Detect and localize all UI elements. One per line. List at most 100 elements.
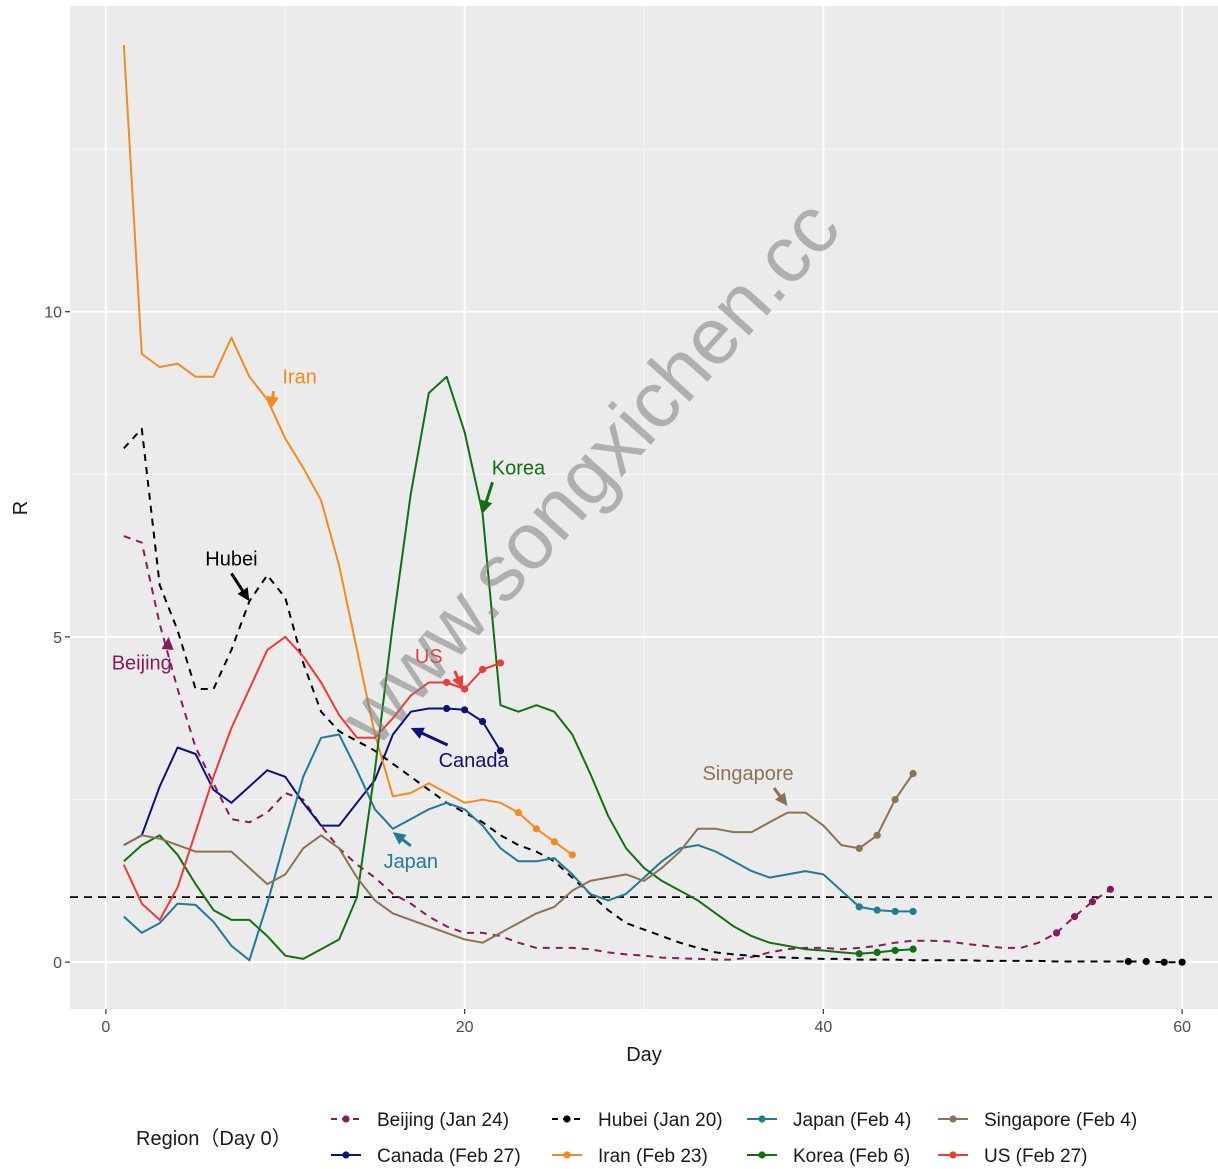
y-axis-title: R: [10, 501, 32, 515]
x-axis: 0 20 40 60: [101, 1009, 1191, 1036]
annotation-us: US: [415, 646, 464, 689]
legend-key-point-us-feb-27: [949, 1151, 957, 1159]
series-singapore-feb-4: [123, 769, 917, 944]
series-line-japan-feb-4: [123, 733, 914, 962]
legend-item-canada-feb-27: Canada (Feb 27): [331, 1146, 521, 1167]
legend-item-us-feb-27: US (Feb 27): [938, 1146, 1087, 1167]
legend-item-iran-feb-23: Iran (Feb 23): [552, 1146, 708, 1167]
annotation-arrowhead-canada: [410, 727, 425, 739]
data-point-beijing-jan-24: [1052, 929, 1061, 937]
annotation-iran: Iran: [266, 366, 317, 410]
annotation-label-singapore: Singapore: [702, 763, 793, 785]
data-point-korea-feb-6: [855, 950, 863, 958]
series-line-beijing-jan-24: [123, 535, 1111, 961]
annotation-japan: Japan: [384, 832, 439, 873]
series-japan-feb-4: [123, 733, 917, 962]
annotation-korea: Korea: [480, 457, 546, 514]
x-tick-label: 0: [101, 1019, 110, 1036]
legend-item-singapore-feb-4: Singapore (Feb 4): [938, 1110, 1137, 1131]
data-point-iran-feb-23: [514, 808, 523, 817]
data-point-hubei-jan-20: [1142, 957, 1150, 966]
data-point-korea-feb-6: [909, 945, 917, 953]
grid-major: [70, 6, 1218, 1009]
legend-label-japan-feb-4: Japan (Feb 4): [793, 1110, 911, 1131]
annotation-label-canada: Canada: [439, 750, 510, 772]
legend-title: Region（Day 0）: [136, 1127, 292, 1150]
x-tick-label: 40: [814, 1019, 832, 1036]
legend-key-point-canada-feb-27: [342, 1151, 350, 1159]
series-line-canada-feb-27: [123, 707, 502, 846]
data-point-japan-feb-4: [855, 903, 863, 911]
annotation-arrowhead-hubei: [237, 587, 250, 602]
annotation-label-iran: Iran: [282, 366, 316, 388]
data-point-japan-feb-4: [909, 907, 917, 916]
legend-item-hubei-jan-20: Hubei (Jan 20): [552, 1110, 723, 1131]
annotation-arrowhead-singapore: [775, 792, 788, 807]
series-korea-feb-6: [123, 375, 917, 960]
series-canada-feb-27: [123, 704, 505, 846]
series-beijing-jan-24: [123, 535, 1114, 961]
data-point-korea-feb-6: [873, 948, 881, 957]
legend-label-canada-feb-27: Canada (Feb 27): [377, 1146, 521, 1167]
series-line-singapore-feb-4: [123, 772, 914, 944]
legend-item-korea-feb-6: Korea (Feb 6): [747, 1146, 910, 1167]
legend-label-us-feb-27: US (Feb 27): [984, 1146, 1087, 1167]
data-point-hubei-jan-20: [1178, 958, 1186, 966]
data-point-iran-feb-23: [568, 851, 576, 859]
annotation-label-us: US: [415, 646, 443, 668]
annotation-singapore: Singapore: [702, 763, 794, 807]
data-point-iran-feb-23: [550, 838, 558, 846]
x-tick-label: 20: [456, 1019, 474, 1036]
legend-key-point-hubei-jan-20: [563, 1115, 571, 1123]
data-point-iran-feb-23: [532, 825, 540, 833]
legend-item-beijing-jan-24: Beijing (Jan 24): [331, 1110, 509, 1131]
legend-key-point-iran-feb-23: [563, 1151, 571, 1159]
series-iran-feb-23: [122, 44, 576, 859]
annotation-arrowhead-korea: [480, 499, 493, 514]
x-tick-label: 60: [1173, 1019, 1191, 1036]
y-tick-label: 0: [53, 955, 62, 972]
y-tick-label: 5: [53, 630, 62, 647]
annotation-arrowhead-us: [452, 674, 464, 689]
annotation-arrow-canada: [420, 731, 449, 747]
data-point-canada-feb-27: [443, 704, 451, 713]
data-point-japan-feb-4: [891, 907, 899, 916]
annotation-canada: Canada: [410, 727, 510, 772]
legend: Region（Day 0） Beijing (Jan 24) Canada (Fe…: [136, 1110, 1137, 1167]
data-point-singapore-feb-4: [855, 844, 863, 852]
legend-label-iran-feb-23: Iran (Feb 23): [598, 1146, 708, 1167]
annotation-beijing: Beijing: [112, 636, 174, 674]
data-point-us-feb-27: [478, 665, 487, 674]
series-line-korea-feb-6: [123, 375, 914, 960]
data-point-singapore-feb-4: [909, 769, 917, 778]
series-us-feb-27: [122, 635, 505, 921]
series-line-iran-feb-23: [122, 44, 573, 856]
legend-key-point-korea-feb-6: [758, 1151, 766, 1159]
grid-minor: [70, 6, 1218, 1009]
annotation-arrowhead-japan: [392, 832, 407, 845]
annotation-arrow-hubei: [230, 572, 245, 593]
annotation-arrowhead-iran: [266, 395, 279, 410]
data-point-canada-feb-27: [461, 706, 469, 714]
annotation-label-korea: Korea: [492, 457, 546, 479]
data-point-beijing-jan-24: [1106, 885, 1114, 893]
annotation-arrow-singapore: [772, 787, 783, 799]
data-point-us-feb-27: [496, 659, 505, 667]
annotation-label-japan: Japan: [384, 851, 439, 873]
data-point-singapore-feb-4: [873, 831, 881, 839]
annotation-arrow-korea: [484, 481, 494, 504]
y-tick-label: 10: [44, 305, 62, 322]
annotation-label-hubei: Hubei: [205, 548, 257, 570]
legend-label-hubei-jan-20: Hubei (Jan 20): [598, 1110, 723, 1131]
data-point-hubei-jan-20: [1160, 958, 1168, 966]
data-point-singapore-feb-4: [891, 795, 899, 804]
y-axis: 0 5 10: [44, 305, 70, 972]
data-point-us-feb-27: [443, 678, 451, 687]
series-line-us-feb-27: [122, 635, 501, 921]
legend-item-japan-feb-4: Japan (Feb 4): [747, 1110, 911, 1131]
legend-key-point-beijing-jan-24: [342, 1115, 350, 1123]
annotation-label-beijing: Beijing: [112, 652, 172, 674]
x-axis-title: Day: [626, 1044, 662, 1066]
annotation-hubei: Hubei: [205, 548, 258, 602]
